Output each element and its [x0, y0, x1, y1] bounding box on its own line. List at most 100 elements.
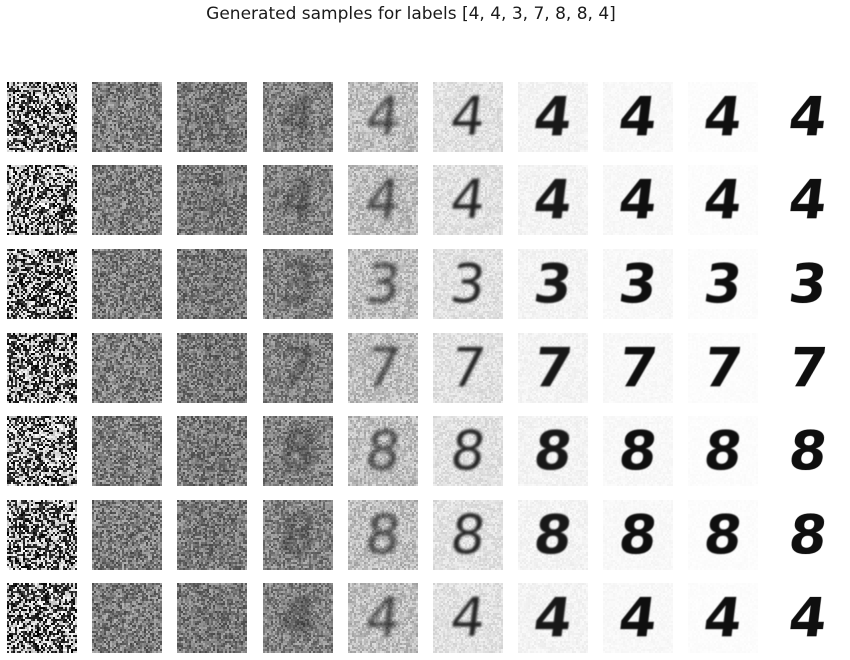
- sample-cell: 4: [603, 165, 673, 235]
- noise-texture: [603, 82, 673, 152]
- noise-texture: [688, 500, 758, 570]
- noise-texture: [773, 333, 843, 403]
- digit-glyph: 3: [530, 252, 576, 315]
- noise-texture: [603, 583, 673, 653]
- sample-cell: 4: [518, 583, 588, 653]
- noise-texture: [7, 82, 77, 152]
- digit-glyph: 8: [530, 503, 576, 566]
- digit-glyph: 4: [785, 85, 831, 148]
- digit-glyph: 7: [700, 336, 746, 399]
- sample-cell: 4: [177, 82, 247, 152]
- sample-cell: 4: [688, 583, 758, 653]
- sample-cell: 4: [348, 165, 418, 235]
- digit-glyph: 8: [785, 419, 831, 482]
- sample-cell: 4: [433, 583, 503, 653]
- noise-texture: [518, 583, 588, 653]
- digit-glyph: 4: [191, 85, 234, 148]
- sample-cell: 4: [263, 165, 333, 235]
- sample-cell: [7, 82, 77, 152]
- sample-cell: 3: [348, 249, 418, 319]
- sample-cell: 8: [688, 416, 758, 486]
- noise-texture: [773, 165, 843, 235]
- noise-texture: [518, 249, 588, 319]
- noise-texture: [263, 500, 333, 570]
- digit-glyph: 8: [785, 503, 831, 566]
- sample-cell: 3: [603, 249, 673, 319]
- sample-cell: 4: [603, 82, 673, 152]
- digit-glyph: 4: [277, 586, 320, 649]
- digit-glyph: 4: [530, 586, 576, 649]
- digit-glyph: 4: [700, 168, 746, 231]
- sample-cell: [92, 165, 162, 235]
- noise-texture: [603, 249, 673, 319]
- noise-texture: [263, 82, 333, 152]
- noise-texture: [518, 82, 588, 152]
- noise-texture: [348, 583, 418, 653]
- noise-texture: [433, 500, 503, 570]
- digit-glyph: 8: [530, 419, 576, 482]
- digit-glyph: 3: [785, 252, 831, 315]
- noise-texture: [348, 165, 418, 235]
- noise-texture: [348, 416, 418, 486]
- sample-cell: 4: [433, 82, 503, 152]
- noise-texture: [92, 165, 162, 235]
- noise-texture: [433, 165, 503, 235]
- digit-glyph: 7: [785, 336, 831, 399]
- noise-texture: [688, 82, 758, 152]
- sample-cell: 8: [263, 500, 333, 570]
- noise-texture: [7, 333, 77, 403]
- sample-cell: 8: [433, 500, 503, 570]
- noise-texture: [263, 165, 333, 235]
- noise-texture: [7, 249, 77, 319]
- digit-glyph: 7: [362, 336, 405, 399]
- sample-cell: 8: [603, 500, 673, 570]
- sample-cell: 7: [348, 333, 418, 403]
- digit-glyph: 3: [447, 252, 490, 315]
- digit-glyph: 8: [191, 419, 234, 482]
- noise-texture: [433, 583, 503, 653]
- digit-glyph: 8: [700, 503, 746, 566]
- noise-texture: [348, 333, 418, 403]
- digit-glyph: 8: [277, 503, 320, 566]
- noise-texture: [92, 500, 162, 570]
- digit-glyph: 8: [615, 503, 661, 566]
- noise-texture: [263, 249, 333, 319]
- sample-cell: 8: [518, 416, 588, 486]
- sample-cell: 7: [263, 333, 333, 403]
- noise-texture: [177, 500, 247, 570]
- noise-texture: [518, 500, 588, 570]
- sample-cell: 3: [518, 249, 588, 319]
- sample-cell: [92, 500, 162, 570]
- sample-cell: 4: [518, 165, 588, 235]
- digit-glyph: 4: [447, 168, 490, 231]
- noise-texture: [773, 249, 843, 319]
- digit-glyph: 7: [277, 336, 320, 399]
- digit-glyph: 3: [615, 252, 661, 315]
- noise-texture: [92, 249, 162, 319]
- sample-cell: 7: [518, 333, 588, 403]
- digit-glyph: 3: [277, 252, 320, 315]
- noise-texture: [263, 583, 333, 653]
- sample-cell: 4: [773, 583, 843, 653]
- noise-texture: [7, 165, 77, 235]
- digit-glyph: 8: [447, 503, 490, 566]
- sample-cell: [92, 583, 162, 653]
- digit-glyph: 4: [700, 85, 746, 148]
- digit-glyph: 4: [362, 168, 405, 231]
- digit-glyph: 8: [362, 419, 405, 482]
- digit-glyph: 8: [447, 419, 490, 482]
- sample-cell: 4: [688, 82, 758, 152]
- noise-texture: [177, 249, 247, 319]
- digit-glyph: 4: [615, 586, 661, 649]
- noise-texture: [518, 333, 588, 403]
- noise-texture: [177, 165, 247, 235]
- sample-cell: 4: [177, 583, 247, 653]
- noise-texture: [177, 333, 247, 403]
- noise-texture: [773, 500, 843, 570]
- sample-cell: 3: [177, 249, 247, 319]
- digit-glyph: 3: [700, 252, 746, 315]
- sample-cell: 8: [433, 416, 503, 486]
- digit-glyph: 8: [191, 503, 234, 566]
- digit-glyph: 4: [277, 85, 320, 148]
- figure-title: Generated samples for labels [4, 4, 3, 7…: [206, 4, 616, 24]
